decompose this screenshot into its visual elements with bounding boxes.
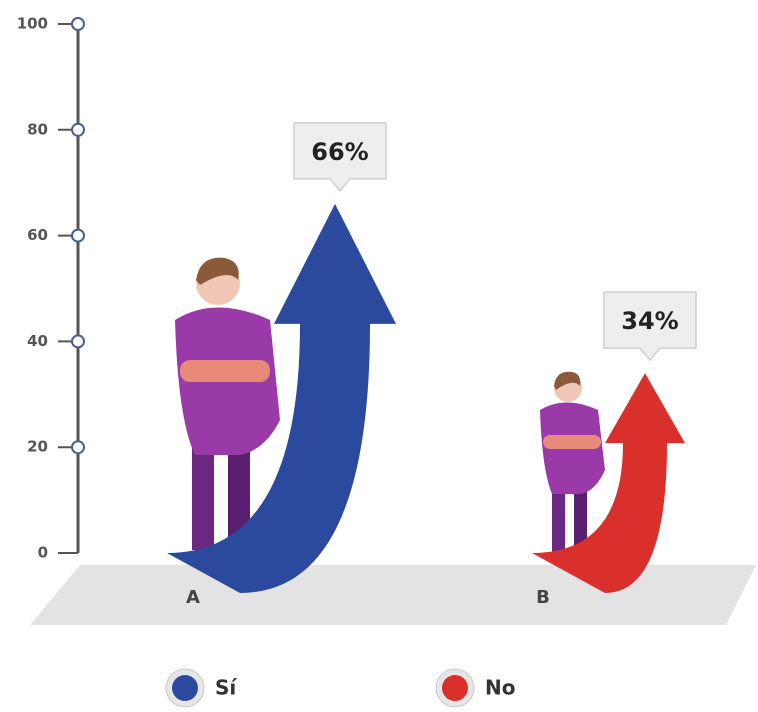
value-callout bbox=[603, 291, 697, 362]
value-callout bbox=[293, 122, 387, 193]
tick-mark bbox=[71, 122, 85, 137]
y-tick-label: 100 bbox=[17, 15, 48, 33]
y-tick-label: 0 bbox=[38, 544, 48, 562]
floor bbox=[30, 565, 756, 625]
legend-swatch bbox=[172, 675, 198, 701]
legend-label: No bbox=[485, 676, 515, 700]
value-label: 34% bbox=[621, 307, 678, 335]
value-label: 66% bbox=[311, 138, 368, 166]
legend-label: Sí bbox=[215, 676, 237, 700]
arrow-bar bbox=[167, 203, 396, 594]
tick-mark bbox=[71, 228, 85, 243]
tick-mark bbox=[71, 334, 85, 349]
y-tick-label: 20 bbox=[27, 438, 48, 456]
legend-swatch bbox=[442, 675, 468, 701]
person bbox=[540, 371, 605, 555]
y-tick-label: 40 bbox=[27, 332, 48, 350]
tick-mark bbox=[71, 17, 85, 31]
x-tick-label: B bbox=[536, 587, 550, 608]
y-tick-label: 60 bbox=[27, 226, 48, 244]
x-tick-label: A bbox=[186, 587, 200, 608]
tick-mark bbox=[71, 440, 85, 455]
y-tick-label: 80 bbox=[27, 120, 48, 138]
arrow-bar bbox=[532, 373, 685, 593]
